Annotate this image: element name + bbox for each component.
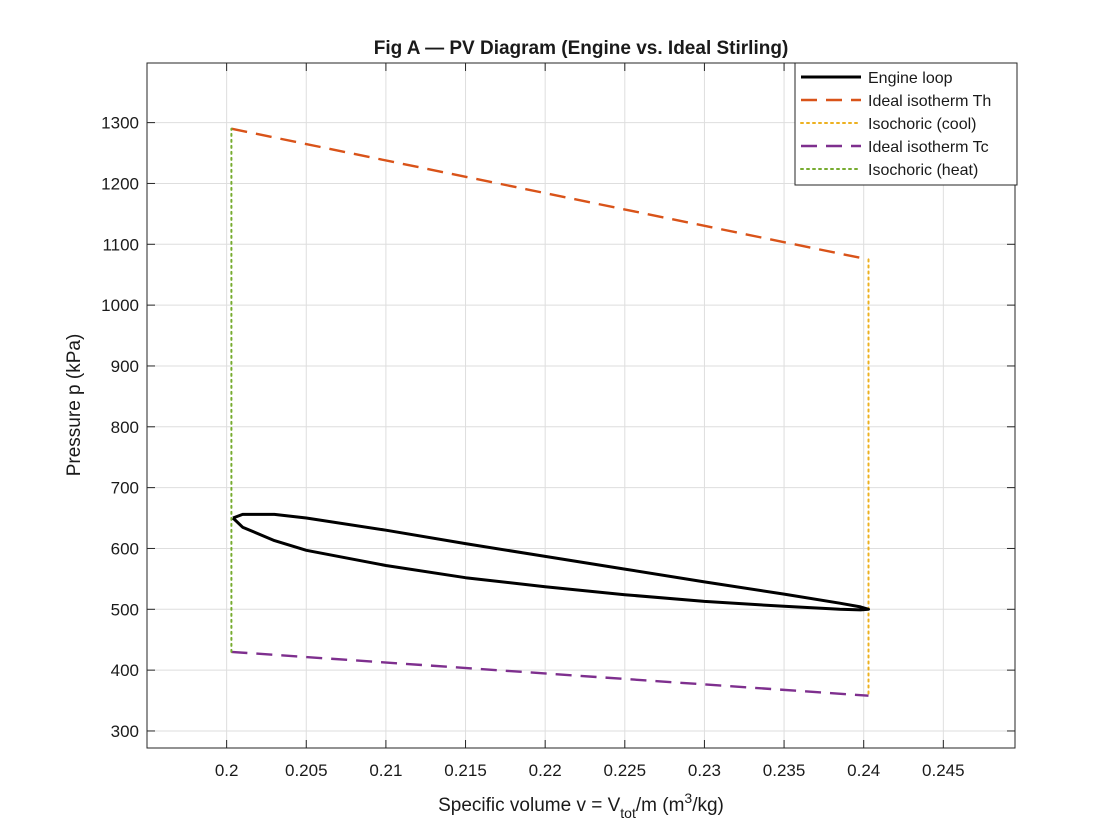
x-tick-label: 0.205 bbox=[285, 761, 328, 780]
x-tick-label: 0.235 bbox=[763, 761, 806, 780]
x-tick-label: 0.2 bbox=[215, 761, 239, 780]
x-axis-label: Specific volume v = Vtot/m (m3/kg) bbox=[438, 790, 724, 821]
y-tick-label: 600 bbox=[111, 539, 139, 558]
x-tick-label: 0.23 bbox=[688, 761, 721, 780]
y-tick-label: 1000 bbox=[101, 296, 139, 315]
y-tick-label: 1300 bbox=[101, 114, 139, 133]
legend-label-1: Ideal isotherm Th bbox=[868, 93, 991, 110]
series-line-3 bbox=[231, 650, 869, 697]
y-tick-label: 800 bbox=[111, 418, 139, 437]
x-tick-label: 0.215 bbox=[444, 761, 487, 780]
x-axis-label-superscript: 3 bbox=[684, 790, 692, 806]
x-axis-label-subscript: tot bbox=[620, 805, 636, 821]
x-axis-label-suffix: /kg) bbox=[692, 795, 724, 816]
series-line-0 bbox=[231, 512, 870, 612]
y-axis-label: Pressure p (kPa) bbox=[64, 334, 85, 477]
x-tick-label: 0.225 bbox=[604, 761, 647, 780]
x-axis-label-middle: /m (m bbox=[636, 795, 685, 816]
y-tick-label: 1200 bbox=[101, 174, 139, 193]
x-tick-label: 0.24 bbox=[847, 761, 880, 780]
y-tick-label: 400 bbox=[111, 661, 139, 680]
y-tick-label: 700 bbox=[111, 479, 139, 498]
legend-label-3: Ideal isotherm Tc bbox=[868, 139, 989, 156]
axis-ticks: 0.2 0.205 0.21 0.215 0.22 0.225 0.23 0.235 0.24 0… bbox=[101, 63, 1015, 780]
x-tick-label: 0.22 bbox=[529, 761, 562, 780]
series-layer bbox=[230, 127, 870, 697]
y-tick-label: 900 bbox=[111, 357, 139, 376]
grid-lines bbox=[147, 63, 1015, 748]
x-tick-label: 0.21 bbox=[369, 761, 402, 780]
x-tick-label: 0.245 bbox=[922, 761, 965, 780]
series-line-1 bbox=[231, 127, 869, 261]
x-axis-label-prefix: Specific volume v = V bbox=[438, 795, 620, 816]
legend-label-2: Isochoric (cool) bbox=[868, 116, 976, 133]
legend-label-4: Isochoric (heat) bbox=[868, 162, 978, 179]
y-tick-label: 500 bbox=[111, 600, 139, 619]
legend-label-0: Engine loop bbox=[868, 70, 953, 87]
y-tick-label: 1100 bbox=[102, 235, 139, 254]
y-tick-label: 300 bbox=[111, 722, 139, 741]
axes-box bbox=[146, 62, 1016, 749]
legend: Engine loop Ideal isotherm Th Isochoric (c… bbox=[794, 62, 1018, 186]
chart-title: Fig A — PV Diagram (Engine vs. Ideal Sti… bbox=[374, 38, 789, 59]
